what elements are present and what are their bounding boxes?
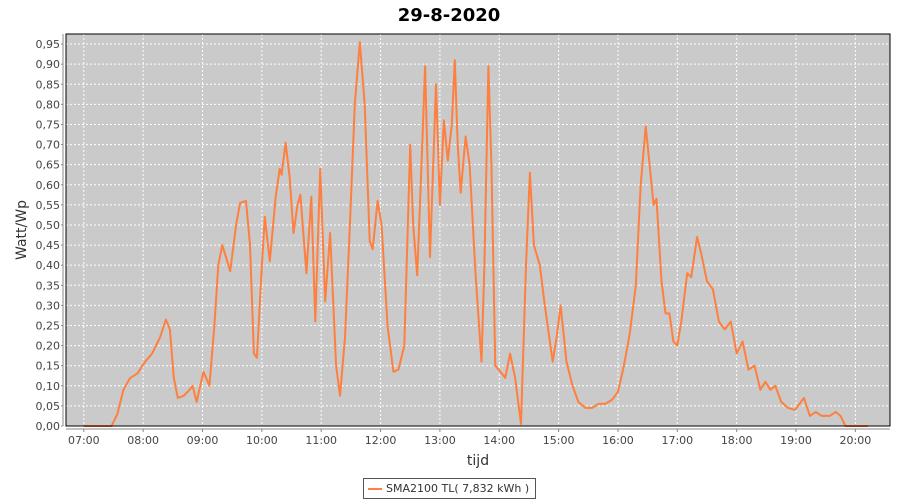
chart-title: 29-8-2020 (398, 5, 501, 26)
y-tick-label: 0,30 (36, 299, 61, 312)
y-tick-label: 0,50 (36, 219, 61, 232)
y-tick-label: 0,90 (36, 58, 61, 71)
y-tick-label: 0,75 (36, 118, 61, 131)
y-tick-label: 0,40 (36, 259, 61, 272)
y-tick-label: 0,65 (36, 159, 61, 172)
x-axis-label: tijd (467, 453, 489, 469)
x-tick-label: 16:00 (602, 434, 634, 447)
y-tick-label: 0,80 (36, 98, 61, 111)
series-line (83, 41, 869, 427)
y-tick-label: 0,00 (36, 420, 61, 433)
y-tick-label: 0,85 (36, 78, 61, 91)
x-tick-label: 19:00 (780, 434, 812, 447)
x-tick-label: 15:00 (543, 434, 575, 447)
x-tick-label: 07:00 (68, 434, 100, 447)
x-tick-label: 10:00 (246, 434, 278, 447)
grid (66, 34, 890, 426)
legend-swatch (368, 487, 382, 490)
y-tick-label: 0,60 (36, 179, 61, 192)
x-tick-label: 20:00 (840, 434, 872, 447)
y-tick-label: 0,35 (36, 279, 61, 292)
y-tick-label: 0,25 (36, 319, 61, 332)
x-tick-label: 09:00 (187, 434, 219, 447)
legend: SMA2100 TL( 7,832 kWh ) (363, 478, 537, 499)
y-tick-label: 0,10 (36, 380, 61, 393)
y-tick-label: 0,45 (36, 239, 61, 252)
y-tick-label: 0,55 (36, 199, 61, 212)
y-tick-label: 0,20 (36, 340, 61, 353)
x-tick-label: 12:00 (365, 434, 397, 447)
y-tick-label: 0,95 (36, 38, 61, 51)
x-tick-label: 11:00 (305, 434, 337, 447)
x-axis: 07:00 08:00 09:00 10:00 11:00 12:00 13:00 14:00… (66, 428, 890, 447)
x-tick-label: 17:00 (661, 434, 693, 447)
plot-area (65, 33, 891, 427)
legend-label: SMA2100 TL( 7,832 kWh ) (386, 482, 530, 495)
y-tick-label: 0,15 (36, 360, 61, 373)
plot-area (65, 33, 891, 427)
y-tick-label: 0,70 (36, 139, 61, 152)
x-tick-label: 18:00 (721, 434, 753, 447)
y-axis-label: Watt/Wp (14, 200, 30, 260)
y-tick-label: 0,05 (36, 400, 61, 413)
x-tick-label: 14:00 (483, 434, 515, 447)
x-tick-label: 08:00 (127, 434, 159, 447)
x-tick-label: 13:00 (424, 434, 456, 447)
y-axis: 0,00 0,05 0,10 0,15 0,20 0,25 0,30 0,35 0,40 0,45… (36, 34, 64, 433)
